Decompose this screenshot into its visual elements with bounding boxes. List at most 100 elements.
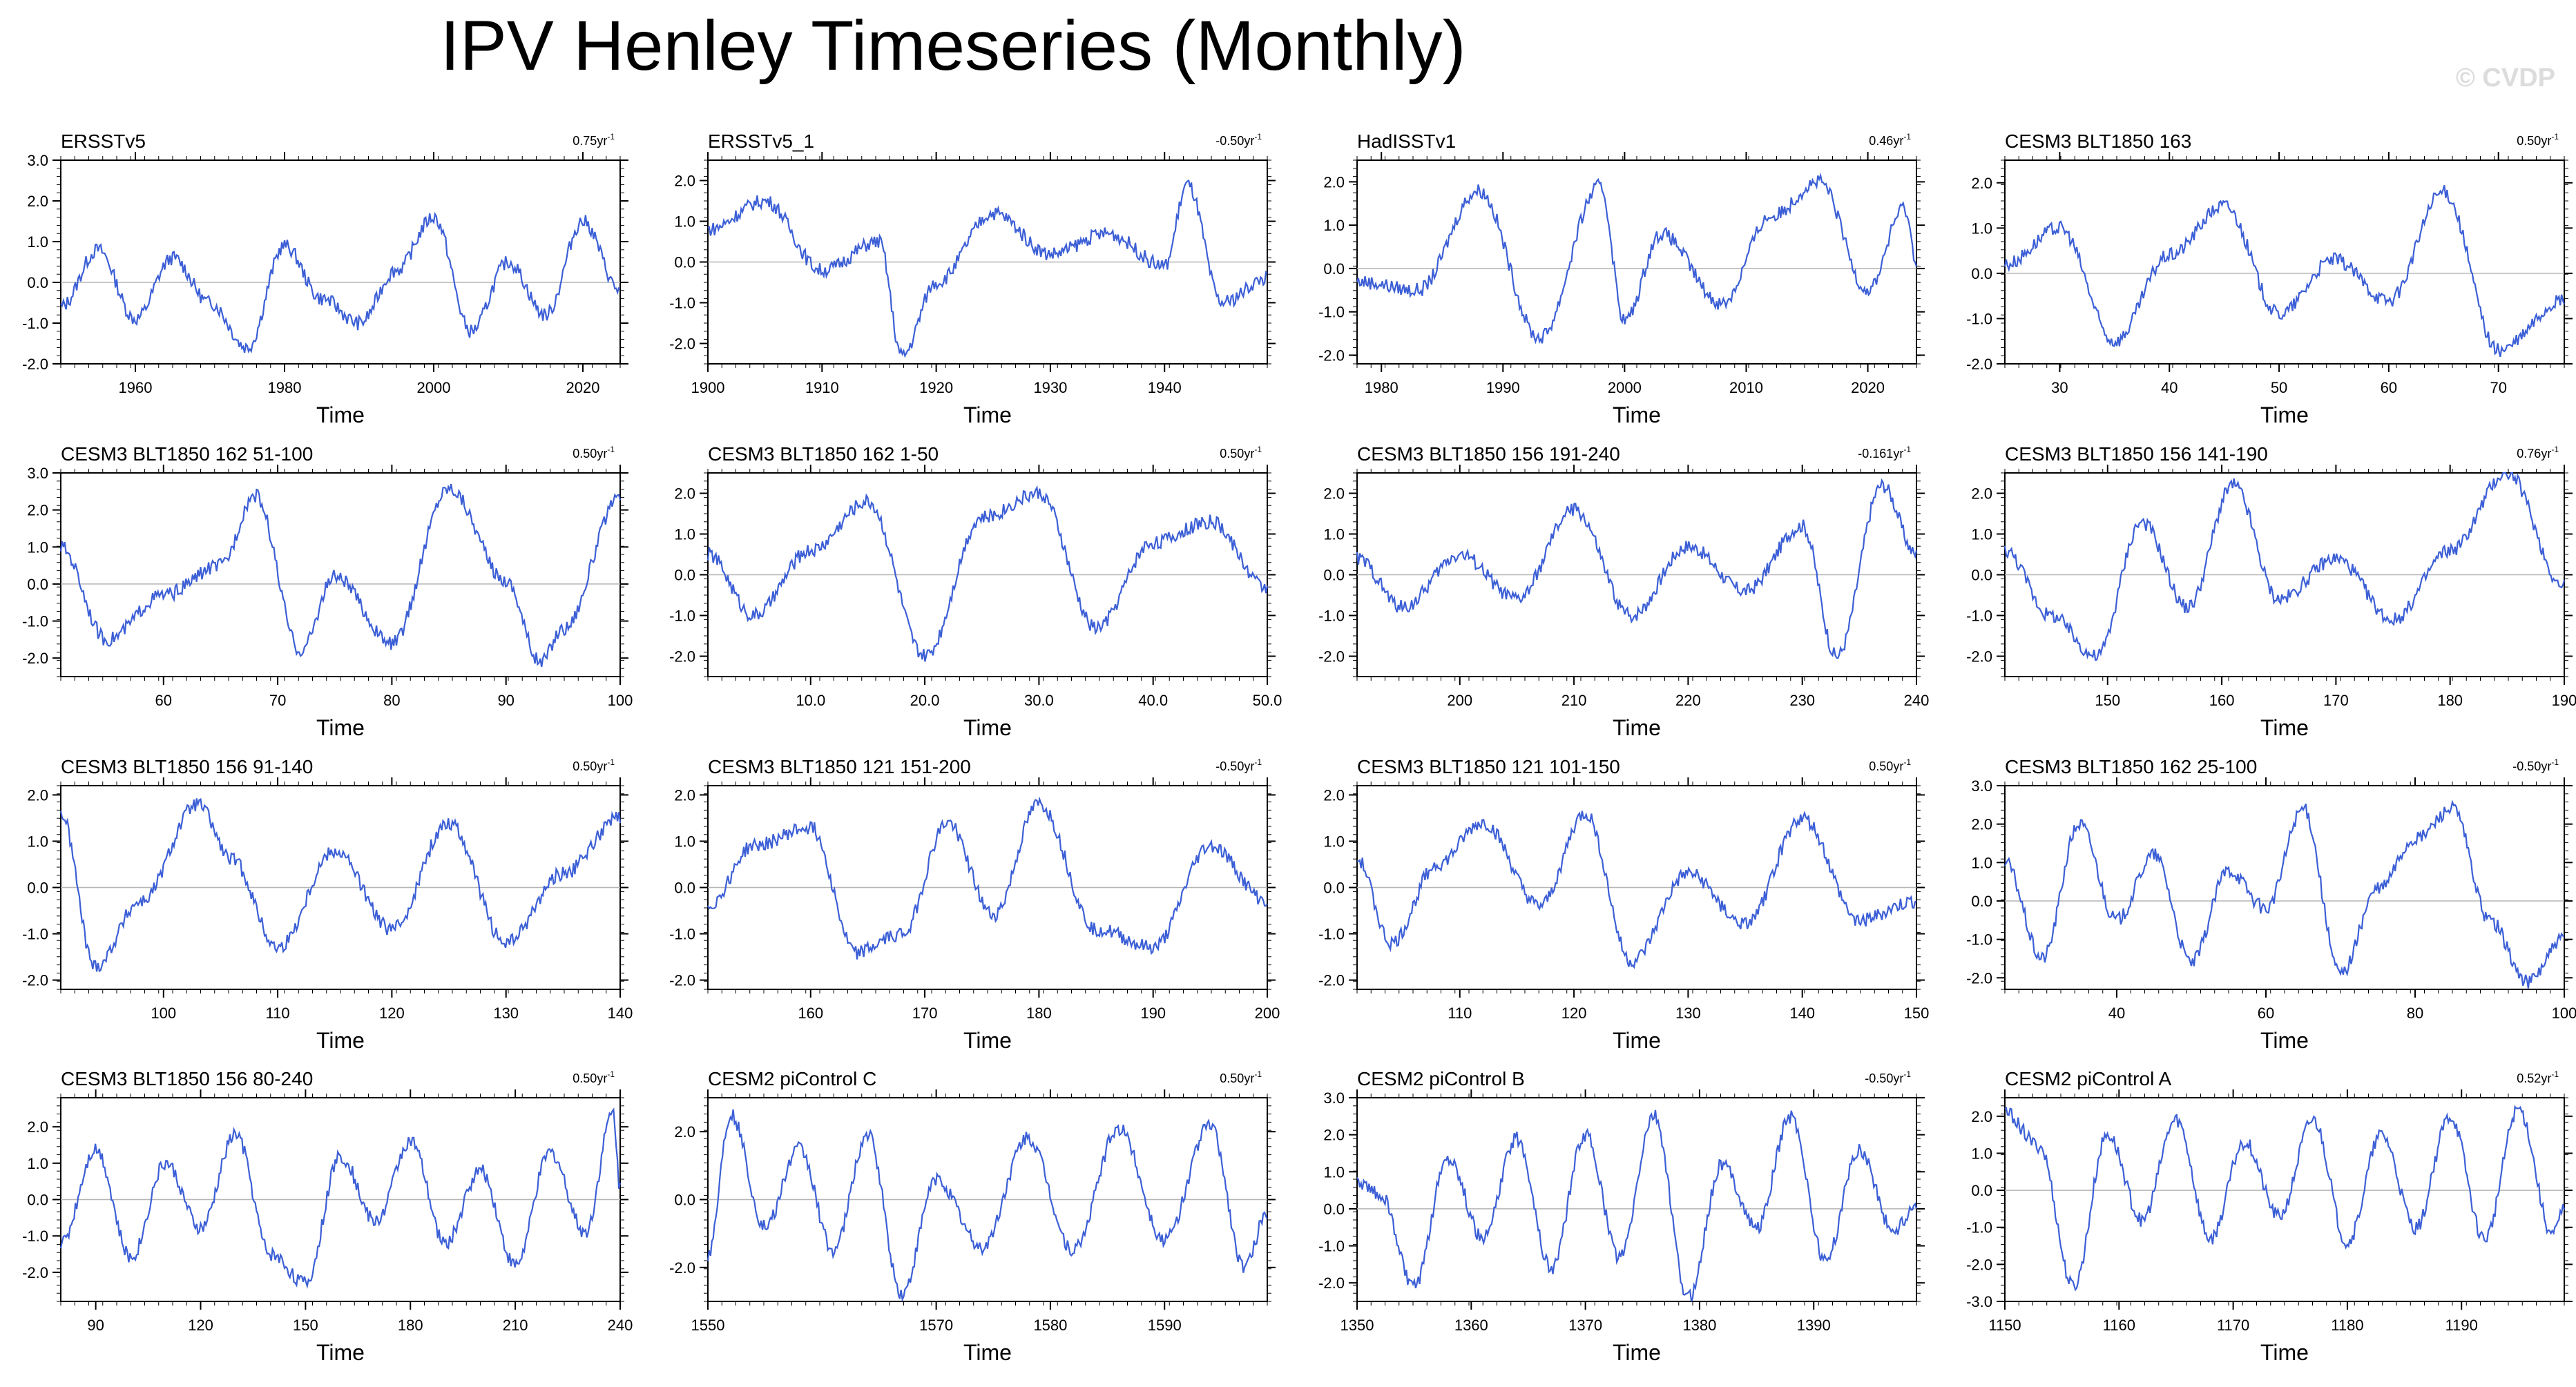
x-tick-label: 1990 — [1486, 379, 1520, 396]
x-tick-label: 120 — [1561, 1005, 1587, 1022]
y-tick-label: 0.0 — [1971, 1182, 1992, 1199]
x-axis-label: Time — [316, 1340, 365, 1365]
trend-label: -0.50yr-1 — [1215, 757, 1262, 773]
x-tick-label: 60 — [2258, 1005, 2274, 1022]
y-tick-label: 0.0 — [1971, 567, 1992, 584]
x-tick-label: 30.0 — [1024, 692, 1054, 709]
x-axis-label: Time — [963, 1340, 1012, 1365]
panel-title: CESM3 BLT1850 121 101-150 — [1357, 756, 1620, 777]
y-tick-label: 3.0 — [1323, 1089, 1345, 1107]
plot-frame — [1356, 1097, 1917, 1302]
x-tick-label: 170 — [912, 1005, 938, 1022]
y-tick-label: 1.0 — [27, 539, 48, 556]
y-tick-label: -1.0 — [1318, 926, 1345, 943]
x-tick-label: 2020 — [566, 379, 600, 396]
x-tick-label: 1590 — [1148, 1317, 1182, 1334]
y-tick-label: 2.0 — [674, 786, 695, 804]
x-tick-label: 160 — [2209, 692, 2235, 709]
y-tick-label: 0.0 — [27, 1192, 48, 1209]
x-axis-label: Time — [2260, 715, 2309, 740]
x-tick-label: 150 — [1904, 1005, 1930, 1022]
y-tick-label: -2.0 — [1318, 648, 1345, 666]
y-tick-label: 0.0 — [674, 880, 695, 897]
y-tick-label: -1.0 — [22, 613, 48, 630]
x-tick-label: 30 — [2051, 379, 2068, 396]
y-tick-label: 1.0 — [1323, 217, 1345, 234]
y-tick-label: 1.0 — [674, 833, 695, 850]
y-tick-label: -1.0 — [1966, 310, 1992, 327]
x-tick-label: 90 — [87, 1317, 104, 1334]
y-tick-label: 0.0 — [1323, 1201, 1345, 1218]
x-tick-label: 230 — [1789, 692, 1815, 709]
x-tick-label: 170 — [2323, 692, 2349, 709]
trend-label: 0.50yr-1 — [1869, 757, 1911, 773]
y-tick-label: 0.0 — [674, 254, 695, 271]
x-tick-label: 1160 — [2103, 1317, 2135, 1334]
y-tick-label: -2.0 — [22, 972, 48, 989]
x-tick-label: 130 — [1675, 1005, 1701, 1022]
panel-title: CESM3 BLT1850 162 51-100 — [61, 443, 313, 465]
y-tick-label: -1.0 — [1966, 608, 1992, 625]
y-tick-label: -1.0 — [669, 295, 695, 312]
chart-panel: ERSSTv5_1 -0.50yr-1 2.0 1.0 0.0 -1.0 -2.0 1900 1… — [669, 130, 1276, 427]
x-tick-label: 220 — [1675, 692, 1701, 709]
y-tick-label: 0.0 — [1323, 567, 1345, 584]
y-tick-label: 2.0 — [674, 1123, 695, 1141]
x-tick-label: 1980 — [268, 379, 302, 396]
x-tick-label: 110 — [1448, 1005, 1472, 1022]
x-tick-label: 240 — [1904, 692, 1930, 709]
x-tick-label: 110 — [266, 1005, 290, 1022]
y-tick-label: 1.0 — [1971, 1145, 1992, 1162]
chart-panel: HadISSTv1 0.46yr-1 2.0 1.0 0.0 -1.0 -2.0 1980 19… — [1318, 130, 1925, 427]
y-tick-label: -2.0 — [22, 356, 48, 373]
chart-panel: ERSSTv5 0.75yr-1 3.0 2.0 1.0 0.0 -1.0 -2.0 1960 1… — [22, 130, 628, 427]
x-tick-label: 1910 — [805, 379, 839, 396]
x-tick-label: 70 — [2490, 379, 2506, 396]
plot-frame — [2004, 159, 2565, 365]
y-tick-label: 3.0 — [1971, 777, 1992, 795]
x-tick-label: 210 — [1561, 692, 1587, 709]
chart-panel: CESM3 BLT1850 156 80-240 0.50yr-1 2.0 1.0 0.… — [22, 1068, 633, 1365]
y-tick-label: 0.0 — [1971, 265, 1992, 282]
y-tick-label: -2.0 — [1318, 972, 1345, 989]
y-tick-label: 1.0 — [1971, 220, 1992, 237]
y-tick-label: -2.0 — [1318, 1274, 1345, 1292]
series-line — [2003, 472, 2566, 661]
y-tick-label: 0.0 — [1971, 893, 1992, 910]
trend-label: 0.75yr-1 — [573, 132, 615, 148]
trend-label: 0.52yr-1 — [2517, 1069, 2559, 1085]
x-tick-label: 2020 — [1851, 379, 1885, 396]
x-axis-label: Time — [2260, 1028, 2309, 1053]
x-axis-label: Time — [963, 1028, 1012, 1053]
y-tick-label: 3.0 — [27, 465, 48, 482]
panel-title: ERSSTv5_1 — [708, 130, 814, 152]
x-tick-label: 60 — [2381, 379, 2397, 396]
x-tick-label: 150 — [2095, 692, 2120, 709]
x-axis-label: Time — [963, 402, 1012, 427]
x-tick-label: 2000 — [1608, 379, 1642, 396]
x-tick-label: 1920 — [919, 379, 953, 396]
y-tick-label: 2.0 — [27, 193, 48, 210]
plot-frame — [60, 159, 621, 365]
plot-frame — [2004, 1097, 2565, 1302]
x-tick-label: 1370 — [1568, 1317, 1602, 1334]
y-tick-label: 2.0 — [1971, 485, 1992, 503]
x-tick-label: 130 — [493, 1005, 519, 1022]
y-tick-label: -1.0 — [22, 315, 48, 332]
watermark: © CVDP — [2455, 64, 2555, 93]
y-tick-label: 3.0 — [27, 152, 48, 169]
chart-panel: CESM3 BLT1850 162 25-100 -0.50yr-1 3.0 2.0 1… — [1966, 756, 2576, 1053]
trend-label: -0.50yr-1 — [1215, 132, 1262, 148]
y-tick-label: -2.0 — [1966, 356, 1992, 373]
x-tick-label: 1940 — [1148, 379, 1182, 396]
trend-label: 0.50yr-1 — [573, 445, 615, 460]
x-tick-label: 100 — [151, 1005, 176, 1022]
y-tick-label: -1.0 — [1966, 931, 1992, 949]
x-tick-label: 100 — [608, 692, 633, 709]
y-tick-label: 1.0 — [1323, 526, 1345, 543]
x-axis-label: Time — [316, 402, 365, 427]
x-axis-label: Time — [1613, 1340, 1661, 1365]
chart-panel: CESM3 BLT1850 163 0.50yr-1 2.0 1.0 0.0 -1.0 -2… — [1966, 130, 2573, 427]
x-tick-label: 2000 — [417, 379, 451, 396]
